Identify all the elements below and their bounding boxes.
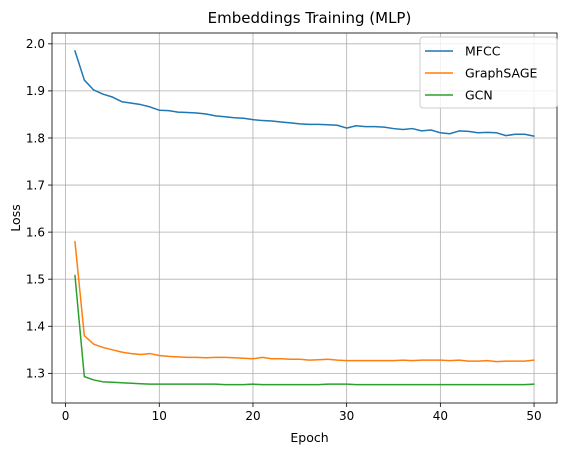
plot-frame xyxy=(51,32,558,404)
series-line-mfcc xyxy=(74,50,535,137)
x-tick-label: 50 xyxy=(526,409,541,423)
y-tick-label: 1.3 xyxy=(26,367,45,381)
y-tick-label: 2.0 xyxy=(26,37,45,51)
x-tick-label: 10 xyxy=(152,409,167,423)
chart-title: Embeddings Training (MLP) xyxy=(208,9,412,27)
x-axis-label: Epoch xyxy=(290,430,328,445)
y-tick-label: 1.9 xyxy=(26,84,45,98)
y-tick-label: 1.6 xyxy=(26,225,45,239)
legend-label-graphsage: GraphSAGE xyxy=(465,66,538,81)
y-tick-label: 1.8 xyxy=(26,131,45,145)
y-tick-label: 1.5 xyxy=(26,272,45,286)
series-line-graphsage xyxy=(74,240,535,363)
x-tick-label: 40 xyxy=(433,409,448,423)
y-axis-label: Loss xyxy=(8,204,23,231)
series-lines xyxy=(74,50,535,386)
legend: MFCC GraphSAGE GCN xyxy=(419,36,558,109)
x-tick-label: 20 xyxy=(245,409,260,423)
series-line-gcn xyxy=(74,274,535,386)
x-tick-label: 30 xyxy=(339,409,354,423)
y-tick-label: 1.7 xyxy=(26,178,45,192)
legend-label-gcn: GCN xyxy=(465,88,493,103)
x-tick-label: 0 xyxy=(62,409,70,423)
legend-box xyxy=(419,36,558,109)
axis-ticks: 0 10 20 30 40 50 1.3 1.4 1.5 1.6 1.7 1.8 1.9 2.0 xyxy=(26,37,542,423)
legend-label-mfcc: MFCC xyxy=(465,44,501,59)
y-tick-label: 1.4 xyxy=(26,320,45,334)
